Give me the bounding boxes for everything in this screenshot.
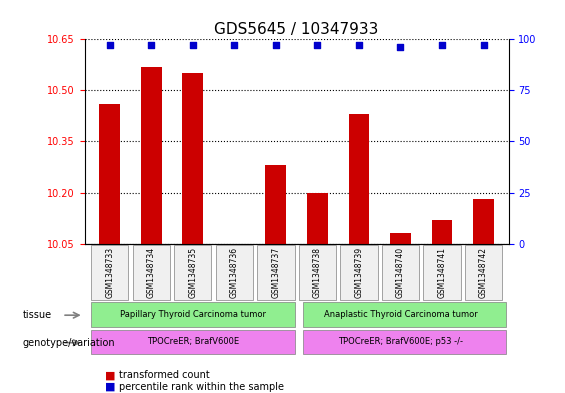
FancyBboxPatch shape: [303, 302, 506, 327]
Point: [313, 42, 322, 49]
FancyBboxPatch shape: [423, 245, 460, 299]
FancyBboxPatch shape: [133, 245, 170, 299]
Point: [230, 42, 239, 49]
FancyBboxPatch shape: [382, 245, 419, 299]
Point: [188, 42, 197, 49]
Bar: [182, 73, 203, 244]
FancyBboxPatch shape: [257, 245, 294, 299]
Bar: [390, 233, 411, 244]
Text: GSM1348742: GSM1348742: [479, 247, 488, 298]
Text: ■: ■: [105, 382, 115, 392]
Text: TPOCreER; BrafV600E: TPOCreER; BrafV600E: [147, 338, 239, 346]
Bar: [266, 165, 286, 244]
Bar: [432, 220, 453, 244]
Text: ■: ■: [105, 370, 115, 380]
Point: [437, 42, 446, 49]
Point: [271, 42, 280, 49]
Text: transformed count: transformed count: [119, 370, 210, 380]
Point: [479, 42, 488, 49]
Text: GSM1348737: GSM1348737: [271, 246, 280, 298]
Text: Papillary Thyroid Carcinoma tumor: Papillary Thyroid Carcinoma tumor: [120, 310, 266, 319]
Text: tissue: tissue: [23, 310, 52, 320]
Point: [147, 42, 156, 49]
Point: [396, 44, 405, 51]
Text: percentile rank within the sample: percentile rank within the sample: [119, 382, 284, 392]
Text: GSM1348738: GSM1348738: [313, 247, 322, 298]
FancyBboxPatch shape: [299, 245, 336, 299]
Text: TPOCreER; BrafV600E; p53 -/-: TPOCreER; BrafV600E; p53 -/-: [338, 338, 463, 346]
Bar: [307, 193, 328, 244]
Text: GSM1348734: GSM1348734: [147, 246, 156, 298]
Point: [354, 42, 363, 49]
Text: genotype/variation: genotype/variation: [23, 338, 115, 348]
Text: Anaplastic Thyroid Carcinoma tumor: Anaplastic Thyroid Carcinoma tumor: [324, 310, 477, 319]
Title: GDS5645 / 10347933: GDS5645 / 10347933: [215, 22, 379, 37]
Bar: [349, 114, 370, 244]
FancyBboxPatch shape: [340, 245, 377, 299]
Text: GSM1348733: GSM1348733: [105, 246, 114, 298]
FancyBboxPatch shape: [303, 329, 506, 354]
Text: GSM1348739: GSM1348739: [354, 246, 363, 298]
FancyBboxPatch shape: [216, 245, 253, 299]
Bar: [99, 104, 120, 244]
Bar: [473, 199, 494, 244]
Text: GSM1348740: GSM1348740: [396, 246, 405, 298]
FancyBboxPatch shape: [465, 245, 502, 299]
FancyBboxPatch shape: [91, 245, 128, 299]
Text: GSM1348735: GSM1348735: [188, 246, 197, 298]
FancyBboxPatch shape: [91, 302, 294, 327]
FancyBboxPatch shape: [91, 329, 294, 354]
Point: [105, 42, 114, 49]
Text: GSM1348736: GSM1348736: [230, 246, 239, 298]
Text: GSM1348741: GSM1348741: [437, 247, 446, 298]
FancyBboxPatch shape: [174, 245, 211, 299]
Bar: [141, 66, 162, 244]
